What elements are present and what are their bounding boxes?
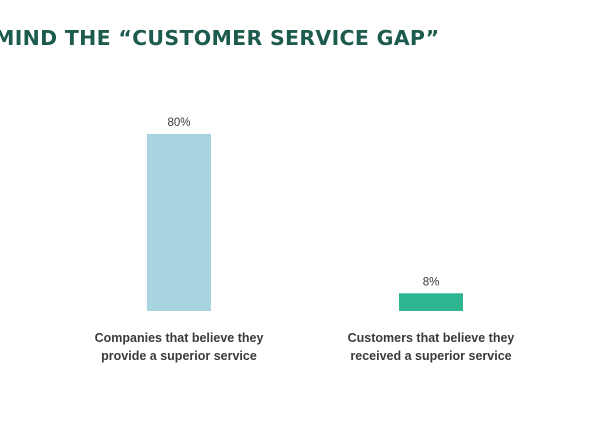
chart-title: MIND THE “CUSTOMER SERVICE GAP” [0, 26, 440, 50]
category-label-customers: Customers that believe they received a s… [347, 331, 515, 363]
value-label-companies: 80% [167, 117, 190, 129]
value-label-customers: 8% [423, 276, 440, 288]
bar-customers [399, 293, 463, 311]
bar-companies [147, 134, 211, 311]
category-label-companies: Companies that believe they provide a su… [94, 331, 264, 363]
